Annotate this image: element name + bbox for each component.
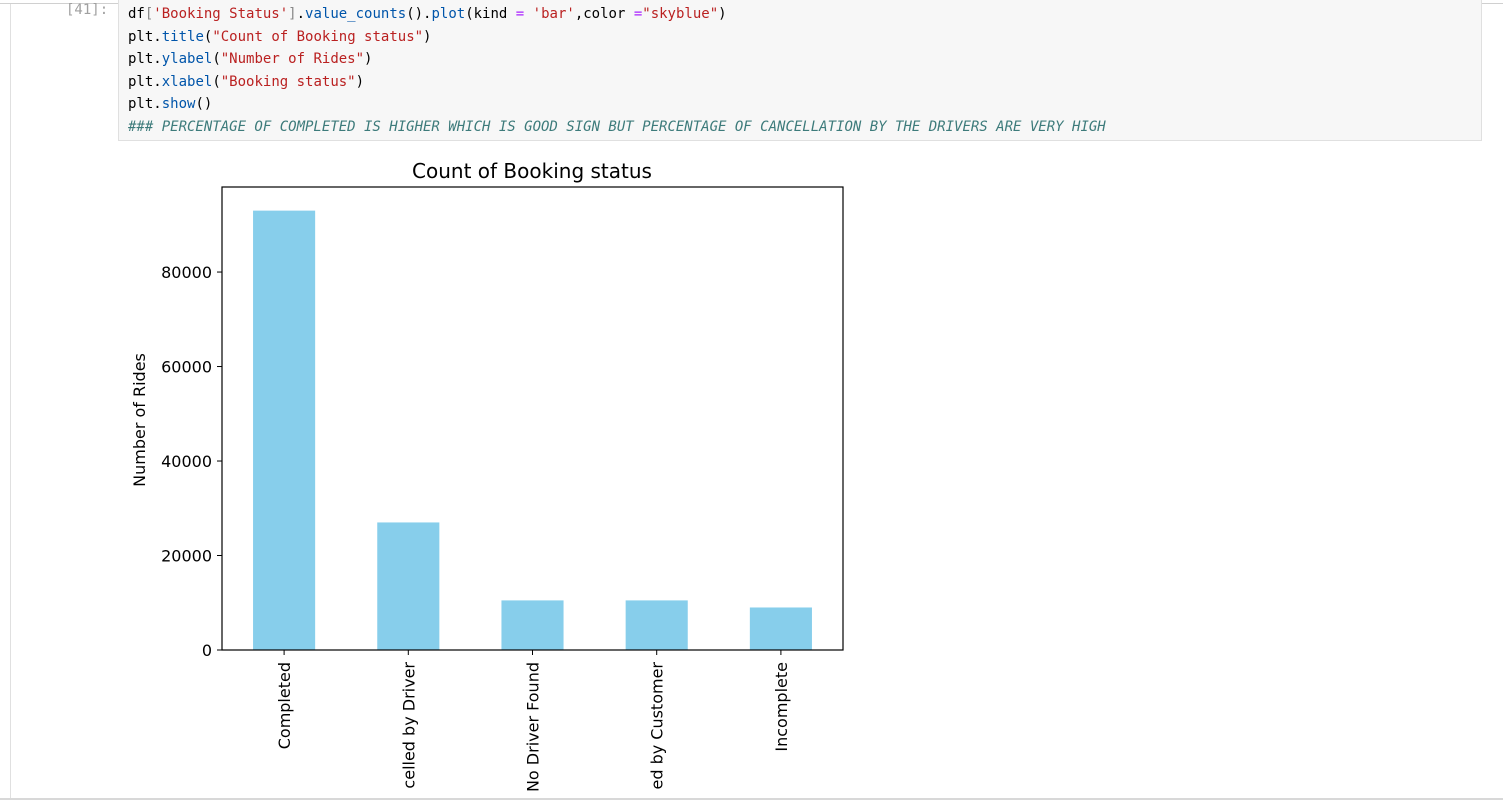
code-token: ]	[288, 6, 297, 22]
x-tick-label: ed by Customer	[648, 662, 667, 790]
code-token: (	[203, 28, 213, 45]
code-token: "Number of Rides"	[220, 51, 365, 68]
y-axis-label: Number of Rides	[130, 353, 149, 487]
code-token: ,color	[574, 6, 634, 22]
code-token: df	[128, 6, 145, 22]
code-token: 'Booking Status'	[153, 6, 289, 22]
y-tick-label: 40000	[161, 452, 212, 471]
code-token: ### PERCENTAGE OF COMPLETED IS HIGHER WH…	[128, 118, 1106, 135]
bar	[253, 210, 316, 651]
code-token: )	[364, 51, 373, 68]
code-line: df['Booking Status'].value_counts().plot…	[128, 3, 1481, 26]
code-line: plt.title("Count of Booking status")	[128, 26, 1481, 49]
code-token: .	[296, 6, 306, 22]
code-token: .	[153, 51, 162, 68]
bar	[377, 522, 440, 650]
code-token: show	[161, 96, 196, 113]
x-tick-label: celled by Driver	[399, 662, 418, 789]
code-token: xlabel	[161, 73, 213, 90]
code-token: (kind	[465, 6, 516, 22]
code-token: )	[423, 28, 432, 45]
code-line: plt.ylabel("Number of Rides")	[128, 48, 1481, 71]
code-token: plot	[431, 6, 466, 22]
code-line: ### PERCENTAGE OF COMPLETED IS HIGHER WH…	[128, 116, 1481, 139]
code-cell[interactable]: df['Booking Status'].value_counts().plot…	[118, 0, 1482, 141]
code-token: ()	[406, 6, 424, 22]
x-tick-label: Completed	[275, 662, 294, 749]
code-token: ()	[195, 96, 213, 113]
code-token: ylabel	[161, 51, 213, 68]
chart-title: Count of Booking status	[412, 159, 652, 183]
code-token: "Count of Booking status"	[212, 28, 424, 45]
code-token: (	[212, 51, 221, 68]
x-tick-label: Incomplete	[772, 662, 791, 752]
bar	[625, 600, 688, 650]
y-tick-label: 60000	[161, 358, 212, 377]
code-token: )	[718, 6, 727, 22]
code-token: =	[515, 6, 525, 22]
code-token: .	[423, 6, 432, 22]
border	[10, 4, 11, 798]
code-token: .	[153, 96, 162, 113]
code-token: .	[153, 73, 162, 90]
code-token: "Booking status"	[220, 73, 356, 90]
code-token: plt	[128, 28, 154, 45]
code-token: 'bar'	[532, 6, 575, 22]
cell-prompt: [41]:	[66, 2, 109, 18]
axes-frame	[221, 186, 844, 651]
bar	[749, 607, 812, 650]
code-token: plt	[128, 51, 154, 68]
code-token: value_counts	[305, 6, 407, 22]
border	[0, 798, 1503, 800]
y-tick-label: 20000	[161, 547, 212, 566]
code-token: plt	[128, 73, 154, 90]
code-token: title	[161, 28, 204, 45]
code-token: .	[153, 28, 162, 45]
code-token: plt	[128, 96, 154, 113]
y-tick-label: 80000	[161, 263, 212, 282]
code-line: plt.xlabel("Booking status")	[128, 71, 1481, 94]
code-token: =	[633, 6, 643, 22]
code-token: (	[212, 73, 221, 90]
code-token: [	[144, 6, 154, 22]
bar	[501, 600, 564, 650]
code-token: "skyblue"	[642, 6, 719, 22]
code-line: plt.show()	[128, 93, 1481, 116]
x-tick-label: No Driver Found	[524, 662, 543, 792]
y-tick-label: 0	[202, 641, 212, 660]
code-token: )	[355, 73, 365, 90]
